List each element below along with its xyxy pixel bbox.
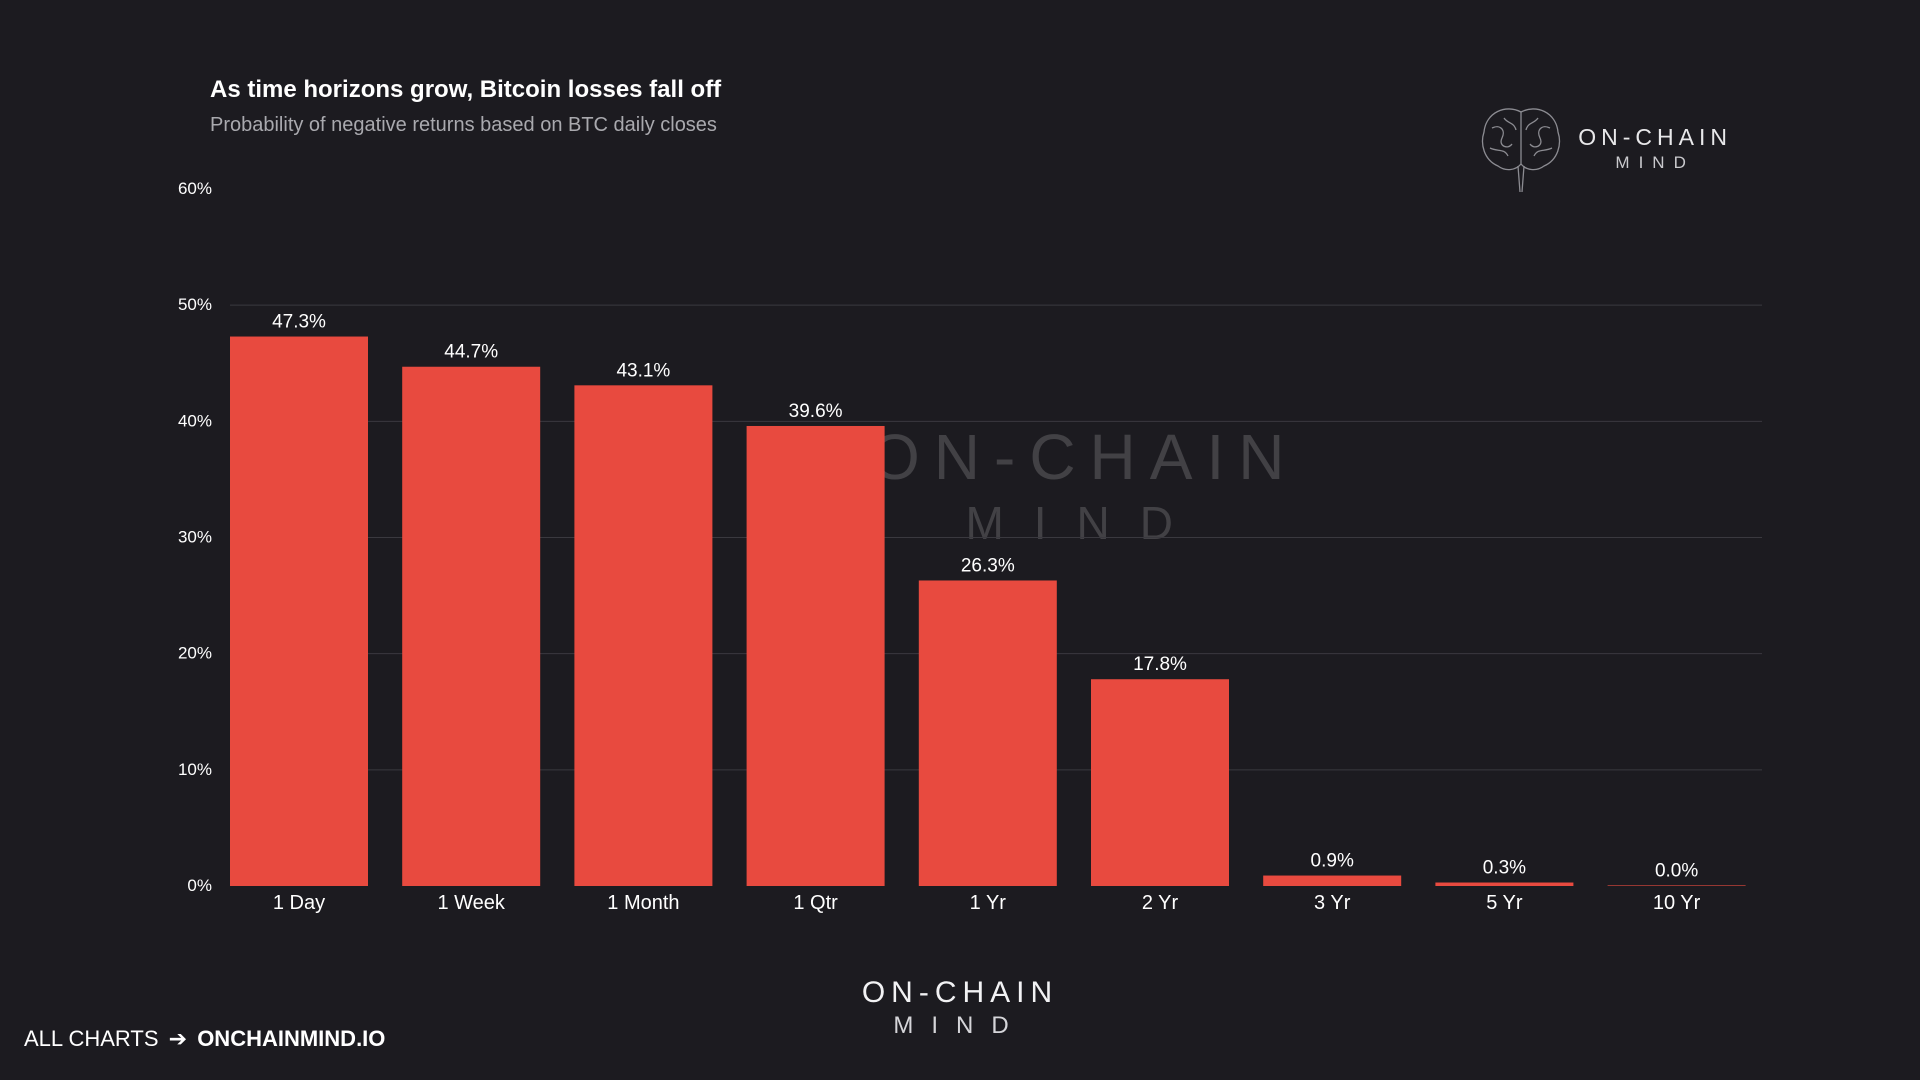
y-tick-label: 10% (178, 760, 212, 779)
footer-link-prefix: ALL CHARTS (24, 1026, 159, 1051)
bar (402, 366, 541, 886)
brand-logo: ON-CHAIN MIND (1478, 100, 1732, 196)
bar (574, 385, 713, 886)
x-tick-label: 3 Yr (1314, 892, 1351, 914)
brand-line1: ON-CHAIN (1578, 123, 1732, 150)
brain-icon (1482, 108, 1561, 193)
x-tick-label: 1 Qtr (793, 892, 838, 914)
y-tick-label: 30% (178, 528, 212, 547)
x-tick-label: 1 Week (437, 892, 505, 914)
data-labels: 47.3% 44.7% 43.1% 39.6% 26.3% 17.8% 0.9% 0.3% 0.… (272, 312, 1698, 882)
data-label: 44.7% (444, 342, 498, 363)
bars (230, 336, 1746, 886)
footer-logo-line2: MIND (893, 1012, 1027, 1039)
y-tick-label: 40% (178, 411, 212, 430)
data-label: 17.8% (1133, 654, 1187, 675)
x-tick-label: 1 Month (607, 892, 679, 914)
data-label: 26.3% (961, 555, 1015, 576)
data-label: 0.9% (1311, 851, 1354, 872)
data-label: 43.1% (616, 360, 670, 381)
data-label: 47.3% (272, 312, 326, 333)
bar (1435, 882, 1574, 886)
y-tick-label: 60% (178, 179, 212, 198)
bar (918, 580, 1057, 886)
arrow-right-icon: ➔ (168, 1026, 188, 1051)
brand-wordmark: ON-CHAIN MIND (1578, 124, 1732, 173)
bar (746, 425, 885, 886)
x-tick-label: 2 Yr (1142, 892, 1179, 914)
x-tick-label: 5 Yr (1486, 892, 1523, 914)
data-label: 0.3% (1483, 858, 1526, 879)
y-tick-label: 20% (178, 644, 212, 663)
bar (1607, 885, 1746, 886)
footer-logo: ON-CHAIN MIND (862, 976, 1058, 1040)
y-axis-ticks: 0% 10% 20% 30% 40% 50% 60% (178, 179, 212, 895)
bar (1091, 679, 1229, 886)
footer-link-site[interactable]: ONCHAINMIND.IO (197, 1026, 386, 1051)
y-tick-label: 0% (187, 876, 212, 895)
y-tick-label: 50% (178, 295, 212, 314)
x-tick-label: 10 Yr (1653, 892, 1701, 914)
bar (230, 336, 368, 886)
bar (1263, 875, 1402, 886)
chart-title: As time horizons grow, Bitcoin losses fa… (210, 76, 722, 103)
chart-subtitle: Probability of negative returns based on… (210, 114, 717, 136)
x-axis-ticks: 1 Day 1 Week 1 Month 1 Qtr 1 Yr 2 Yr 3 Yr 5 Yr 1… (273, 892, 1701, 914)
footer-link[interactable]: ALL CHARTS ➔ ONCHAINMIND.IO (24, 1026, 385, 1052)
x-tick-label: 1 Day (273, 892, 325, 914)
data-label: 0.0% (1655, 860, 1698, 881)
x-tick-label: 1 Yr (970, 892, 1007, 914)
data-label: 39.6% (789, 401, 843, 422)
footer-logo-line1: ON-CHAIN (861, 976, 1059, 1009)
brand-line2: MIND (1615, 152, 1695, 172)
